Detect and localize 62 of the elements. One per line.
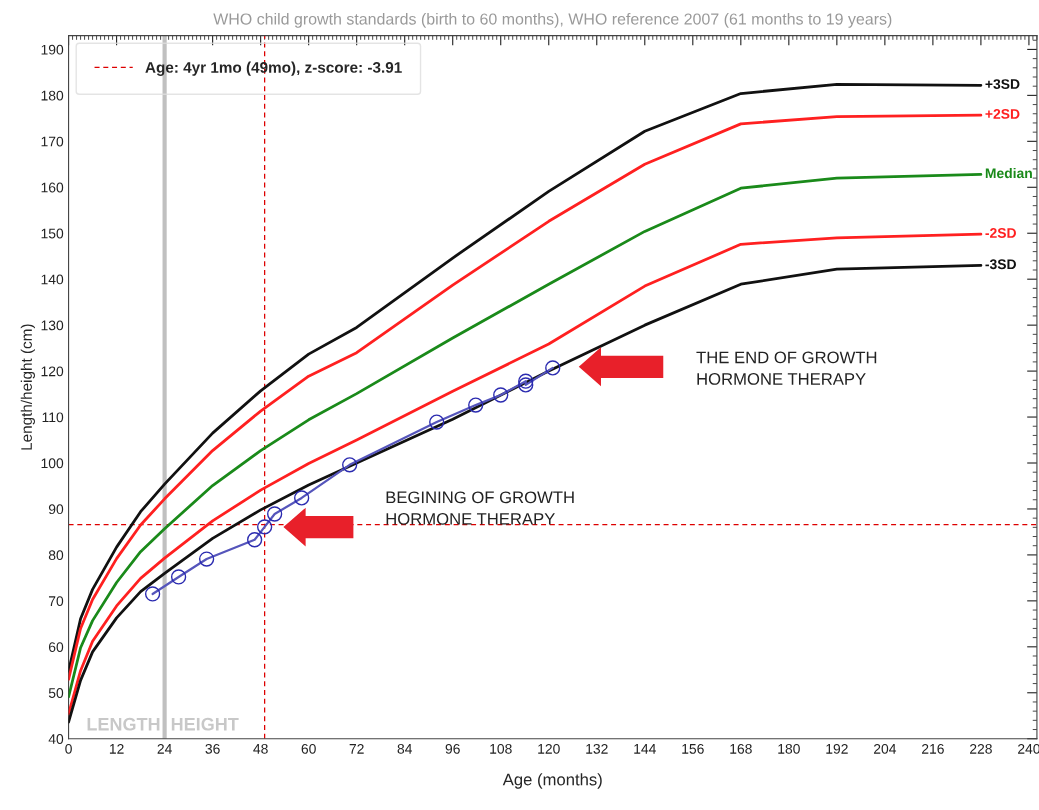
x-tick-label: 12 <box>109 743 124 754</box>
x-tick-label: 120 <box>538 743 560 754</box>
x-tick-label: 96 <box>445 743 460 754</box>
x-tick-label: 180 <box>778 743 800 754</box>
y-tick-label: 140 <box>41 274 64 285</box>
annotation: THE END OF GROWTH HORMONE THERAPY <box>696 351 877 385</box>
series-label: Median <box>985 167 1032 179</box>
x-tick-label: 132 <box>586 743 608 754</box>
y-tick-label: 130 <box>41 320 64 331</box>
point <box>429 414 445 430</box>
x-tick-label: 108 <box>490 743 512 754</box>
point <box>468 397 484 413</box>
x-tick-label: 204 <box>873 743 897 754</box>
y-tick-label: 70 <box>48 596 64 607</box>
point <box>294 490 310 506</box>
annotation: BEGINING OF GROWTH HORMONE THERAPY <box>386 491 574 525</box>
point <box>518 373 534 389</box>
series-label: -3SD <box>985 259 1016 270</box>
x-tick-label: 228 <box>970 743 992 754</box>
y-tick-label: 170 <box>41 136 64 147</box>
x-tick-label: 84 <box>397 743 413 754</box>
series-label: -2SD <box>985 228 1016 238</box>
point <box>170 569 187 585</box>
point <box>342 457 358 473</box>
point <box>247 532 263 548</box>
x-tick-label: 240 <box>1018 743 1039 754</box>
point <box>257 519 273 535</box>
ref-line-label: Age: 4yr 1mo (49mo), z-score: -3.91 <box>145 61 402 76</box>
x-tick-label: 156 <box>682 743 704 754</box>
y-tick-label: 40 <box>48 734 64 744</box>
y-tick-label: 60 <box>48 642 64 652</box>
point <box>545 360 561 376</box>
x-tick-label: 36 <box>205 743 220 754</box>
x-tick-label: 60 <box>301 743 316 754</box>
x-tick-label: 168 <box>730 743 752 754</box>
point <box>144 586 161 602</box>
x-tick-label: 144 <box>634 744 656 754</box>
x-tick-label: 192 <box>826 743 848 754</box>
y-tick-label: 100 <box>41 458 64 469</box>
x-tick-label: 0 <box>65 743 72 754</box>
x-tick-label: 48 <box>253 743 268 754</box>
y-tick-label: 120 <box>41 366 64 377</box>
point <box>493 387 509 403</box>
y-tick-label: 190 <box>41 44 64 55</box>
x-tick-label: 72 <box>349 743 364 754</box>
y-tick-label: 50 <box>48 688 64 698</box>
y-tick-label: 150 <box>41 228 64 239</box>
point <box>267 506 283 522</box>
y-tick-label: 90 <box>48 504 64 515</box>
chart-title: WHO child growth standards (birth to 60 months), WHO reference 2007 (61 months to 19 years) <box>213 12 892 28</box>
y-tick-label: 110 <box>42 412 64 423</box>
point <box>198 551 215 567</box>
y-tick-label: 180 <box>41 90 64 101</box>
series-label: +3SD <box>985 79 1020 90</box>
x-axis-title: Age (months) <box>502 773 602 789</box>
point <box>518 377 534 393</box>
y-axis-title: Length/height (cm) <box>20 324 35 450</box>
x-tick-label: 24 <box>157 743 172 754</box>
x-tick-label: 216 <box>922 743 944 754</box>
series-label: +2SD <box>985 109 1020 119</box>
y-tick-label: 160 <box>41 182 64 193</box>
y-tick-label: 80 <box>48 550 64 561</box>
